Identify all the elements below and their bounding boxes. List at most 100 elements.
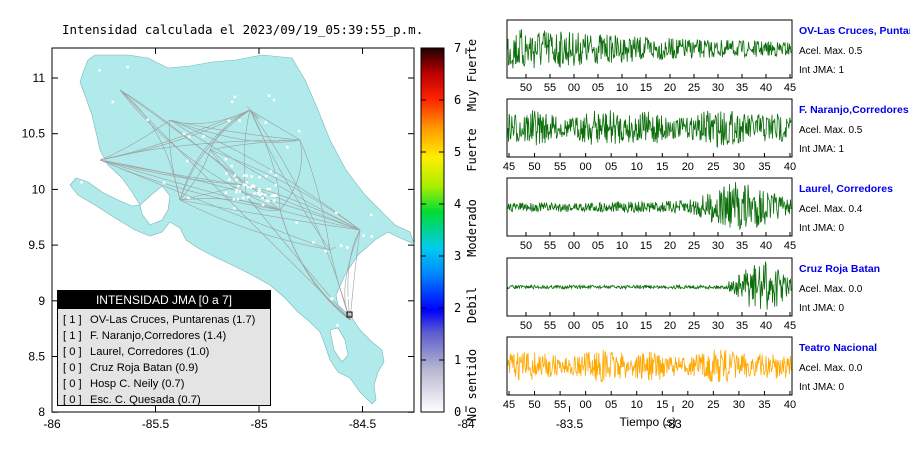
waveform-tick-label: 00: [568, 320, 580, 332]
waveform-tick-label: 20: [682, 161, 694, 173]
waveform-tick-label: 45: [503, 161, 515, 173]
waveform-tick-label: 15: [640, 240, 652, 252]
colorbar-tick-label: 4: [454, 197, 461, 211]
waveform-tick-label: 10: [616, 320, 628, 332]
legend-item-text: OV-Las Cruces, Puntarenas (1.7): [90, 314, 256, 326]
station-name: Teatro Nacional: [799, 342, 877, 354]
waveform-tick-label: 35: [736, 240, 748, 252]
legend-item: [ 0 ] Esc. C. Quesada (0.7): [63, 392, 270, 408]
colorbar-tick-label: 6: [454, 93, 461, 107]
station-marker: [346, 311, 353, 318]
map-title: Intensidad calculada el 2023/09/19_05:39…: [62, 22, 424, 37]
legend-item: [ 0 ] Hosp C. Neily (0.7): [63, 376, 270, 392]
colorbar-category-label: Debil: [465, 287, 479, 323]
waveform-1: 50 55 00 05 10 15 20 25 30 35 40 45: [506, 19, 796, 94]
waveform-tick-label: 00: [580, 161, 592, 173]
waveform-tick-label: 30: [712, 320, 724, 332]
map-x-tick-label: -83: [664, 417, 682, 431]
road-network: [99, 89, 361, 321]
colorbar-category-label: Moderado: [465, 199, 479, 257]
station-jma: Int JMA: 0: [799, 382, 845, 393]
legend-item-text: Laurel, Corredores (1.0): [90, 346, 210, 358]
waveform-tick-label: 15: [640, 320, 652, 332]
legend-item-text: Cruz Roja Batan (0.9): [90, 362, 199, 374]
waveform-2: 45 50 55 00 05 10 15 20 25 30 35 40: [503, 98, 796, 173]
waveform-tick-label: 30: [733, 161, 745, 173]
colorbar-category-label: No sentido: [465, 349, 479, 421]
waveform-tick-label: 50: [520, 82, 532, 94]
waveform-tick-label: 15: [656, 161, 668, 173]
intensity-legend: INTENSIDAD JMA [0 a 7] [ 1 ] OV-Las Cruce…: [57, 290, 271, 406]
colorbar-gradient: [420, 47, 445, 413]
map-x-tick-label: -84: [457, 417, 475, 431]
waveform-tick-label: 10: [631, 399, 643, 411]
legend-item-level: [ 0 ]: [63, 346, 82, 358]
waveform-tick-label: 50: [528, 161, 540, 173]
waveform-tick-label: 35: [758, 161, 770, 173]
waveform-tick-label: 30: [712, 240, 724, 252]
waveform-tick-label: 15: [640, 82, 652, 94]
land-area: [69, 54, 415, 405]
waveform-tick-label: 20: [664, 320, 676, 332]
waveform-tick-label: 45: [784, 82, 796, 94]
waveform-tick-label: 00: [580, 399, 592, 411]
waveform-xlabel: Tiempo (s): [620, 415, 677, 429]
station-accel-max: Acel. Max. 0.0: [799, 284, 863, 295]
waveform-tick-label: 50: [528, 399, 540, 411]
colorbar-tick-label: 2: [454, 301, 461, 315]
legend-item-level: [ 1 ]: [63, 314, 82, 326]
waveform-tick-label: 05: [592, 82, 604, 94]
waveform-tick-label: 35: [758, 399, 770, 411]
waveform-tick-label: 35: [736, 320, 748, 332]
map-x-tick-label: -85: [250, 417, 268, 431]
waveform-trace: [507, 261, 792, 310]
waveform-tick-label: 30: [733, 399, 745, 411]
station-accel-max: Acel. Max. 0.0: [799, 363, 863, 374]
waveform-tick-label: 40: [760, 320, 772, 332]
map-y-tick-label: 9.5: [28, 238, 45, 252]
station-accel-max: Acel. Max. 0.5: [799, 46, 863, 57]
map-y-tick-label: 10.5: [22, 127, 46, 141]
station-name: OV-Las Cruces, Puntar: [799, 25, 910, 37]
waveform-tick-label: 35: [736, 82, 748, 94]
waveform-tick-label: 05: [592, 240, 604, 252]
colorbar-labels: No sentido Debil Moderado Fuerte Muy Fuerte: [465, 39, 479, 421]
waveform-tick-label: 55: [544, 82, 556, 94]
colorbar-tick-label: 7: [454, 41, 461, 55]
map-y-tick-label: 11: [33, 71, 46, 85]
waveform-trace: [507, 181, 792, 230]
legend-item: [ 1 ] F. Naranjo,Corredores (1.4): [63, 328, 270, 344]
station-jma: Int JMA: 1: [799, 65, 845, 76]
waveform-tick-label: 20: [664, 240, 676, 252]
waveform-tick-label: 10: [616, 240, 628, 252]
legend-item-level: [ 0 ]: [63, 378, 82, 390]
legend-item-text: F. Naranjo,Corredores (1.4): [90, 330, 227, 342]
waveform-4: 50 55 00 05 10 15 20 25 30 35 40 45: [506, 257, 796, 332]
station-accel-max: Acel. Max. 0.5: [799, 125, 863, 136]
map-x-tick-label: -85.5: [142, 417, 170, 431]
legend-title: INTENSIDAD JMA [0 a 7]: [58, 291, 270, 309]
waveform-tick-label: 05: [605, 399, 617, 411]
waveform-tick-label: 55: [544, 240, 556, 252]
waveform-tick-label: 45: [784, 240, 796, 252]
waveform-tick-label: 25: [688, 82, 700, 94]
waveform-tick-label: 40: [784, 399, 796, 411]
waveform-tick-label: 55: [554, 161, 566, 173]
waveform-tick-label: 25: [688, 240, 700, 252]
station-name: Laurel, Corredores: [799, 183, 893, 195]
map-y-tick-label: 10: [32, 182, 46, 196]
waveform-tick-label: 10: [631, 161, 643, 173]
legend-item: [ 1 ] OV-Las Cruces, Puntarenas (1.7): [63, 312, 270, 328]
waveform-tick-label: 10: [616, 82, 628, 94]
waveform-tick-label: 40: [784, 161, 796, 173]
waveform-tick-label: 55: [554, 399, 566, 411]
colorbar-tick-label: 5: [454, 145, 461, 159]
colorbar-tick-label: 3: [454, 249, 461, 263]
legend-item: [ 0 ] Laurel, Corredores (1.0): [63, 344, 270, 360]
station-jma: Int JMA: 1: [799, 144, 845, 155]
map-y-tick-label: 9: [38, 294, 45, 308]
colorbar-category-label: Muy Fuerte: [465, 39, 479, 111]
waveform-tick-label: 25: [707, 399, 719, 411]
